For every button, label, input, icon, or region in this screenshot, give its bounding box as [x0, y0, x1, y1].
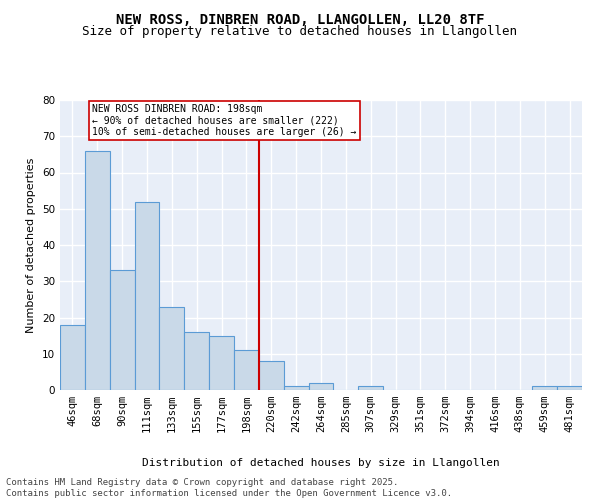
- Bar: [85, 151, 110, 390]
- Bar: [134, 202, 160, 390]
- Bar: [110, 270, 134, 390]
- Bar: [557, 386, 582, 390]
- Bar: [308, 383, 334, 390]
- Text: Distribution of detached houses by size in Llangollen: Distribution of detached houses by size …: [142, 458, 500, 468]
- Bar: [60, 325, 85, 390]
- Text: NEW ROSS DINBREN ROAD: 198sqm
← 90% of detached houses are smaller (222)
10% of : NEW ROSS DINBREN ROAD: 198sqm ← 90% of d…: [92, 104, 356, 137]
- Bar: [209, 336, 234, 390]
- Bar: [234, 350, 259, 390]
- Bar: [160, 306, 184, 390]
- Text: Size of property relative to detached houses in Llangollen: Size of property relative to detached ho…: [83, 25, 517, 38]
- Bar: [532, 386, 557, 390]
- Text: NEW ROSS, DINBREN ROAD, LLANGOLLEN, LL20 8TF: NEW ROSS, DINBREN ROAD, LLANGOLLEN, LL20…: [116, 12, 484, 26]
- Bar: [284, 386, 308, 390]
- Bar: [358, 386, 383, 390]
- Text: Contains HM Land Registry data © Crown copyright and database right 2025.
Contai: Contains HM Land Registry data © Crown c…: [6, 478, 452, 498]
- Bar: [259, 361, 284, 390]
- Y-axis label: Number of detached properties: Number of detached properties: [26, 158, 37, 332]
- Bar: [184, 332, 209, 390]
